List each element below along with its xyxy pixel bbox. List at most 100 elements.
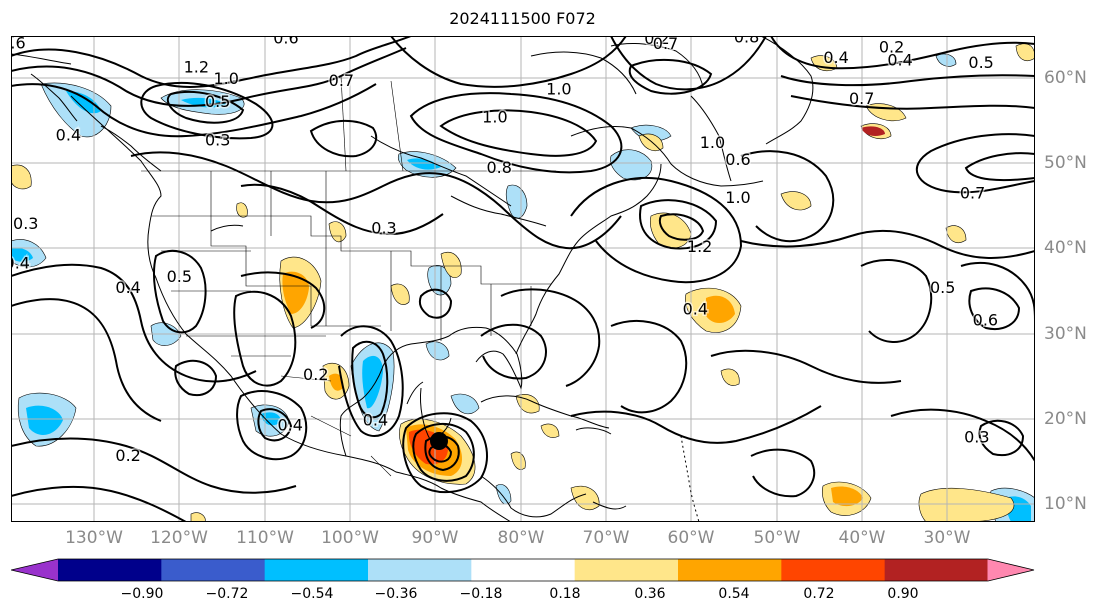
fill-yellow xyxy=(328,221,347,243)
fill-blue xyxy=(495,484,512,505)
colorbar-outline xyxy=(11,558,1035,582)
lon-label: 60°W xyxy=(667,528,715,548)
contour-label: 0.4 xyxy=(11,253,30,272)
fill-blue xyxy=(407,158,441,170)
fill-yellow xyxy=(918,487,1015,522)
contour-label: 0.4 xyxy=(683,300,708,319)
map-panel: 1.00.80.60.61.21.00.50.71.01.00.80.30.40… xyxy=(11,36,1035,522)
contour-label: 0.5 xyxy=(205,92,230,111)
map-frame xyxy=(11,36,1035,522)
contour-label: 0.6 xyxy=(11,36,26,52)
colorbar-tick: 0.36 xyxy=(634,586,666,602)
contour-label: 0.4 xyxy=(363,410,388,429)
colorbar-segment xyxy=(678,559,782,581)
colorbar-tick: 0.72 xyxy=(803,586,835,602)
anomaly-fill xyxy=(11,43,1035,522)
borders xyxy=(141,75,556,477)
fill-yellow xyxy=(236,202,248,218)
contour-label: 0.3 xyxy=(205,131,230,150)
contour-label: 1.2 xyxy=(184,57,209,76)
fill-yellow xyxy=(945,225,967,243)
fill-orange xyxy=(831,486,863,507)
coastlines xyxy=(11,36,814,522)
colorbar-segment xyxy=(884,559,989,581)
fill-blue xyxy=(610,149,653,181)
fill-blue xyxy=(935,53,957,67)
lat-label: 30°N xyxy=(1044,324,1087,344)
contour-label: 0.4 xyxy=(823,48,848,67)
contour-label: 0.2 xyxy=(115,446,140,465)
lat-label: 20°N xyxy=(1044,409,1087,429)
contour-label: 0.3 xyxy=(964,427,989,446)
fill-blue xyxy=(66,91,101,114)
contour-label: 1.2 xyxy=(687,237,712,256)
lon-label: 120°W xyxy=(150,528,208,548)
contour-lines xyxy=(11,36,1035,522)
lon-label: 130°W xyxy=(65,528,123,548)
colorbar-tick: −0.90 xyxy=(120,586,164,602)
fill-blue xyxy=(425,341,450,361)
colorbar-tick: −0.18 xyxy=(459,586,503,602)
contour-label: 1.0 xyxy=(213,69,238,88)
lon-label: 80°W xyxy=(497,528,545,548)
fill-yellow xyxy=(720,368,740,386)
fill-yellow xyxy=(11,164,32,190)
contour-label: 0.8 xyxy=(486,158,511,177)
contour-label: 0.6 xyxy=(273,36,298,47)
fill-yellow xyxy=(440,252,462,278)
contour-label: 0.6 xyxy=(725,150,750,169)
fill-yellow xyxy=(780,191,812,211)
fill-yellow xyxy=(190,512,206,522)
lat-label: 10°N xyxy=(1044,494,1087,514)
contour-label: 0.7 xyxy=(329,71,354,90)
lon-label: 40°W xyxy=(838,528,886,548)
contour-label: 1.0 xyxy=(546,79,571,98)
fill-blue xyxy=(427,264,452,296)
colorbar-tick: −0.54 xyxy=(290,586,334,602)
storm-center-marker xyxy=(430,432,448,450)
fill-yellow xyxy=(540,423,560,438)
fill-blue xyxy=(362,355,383,409)
lon-label: 90°W xyxy=(411,528,459,548)
contour-label: 0.6 xyxy=(973,311,998,330)
lat-label: 40°N xyxy=(1044,238,1087,258)
contour-label: 0.2 xyxy=(879,38,904,57)
contour-label: 0.5 xyxy=(968,53,993,72)
lon-label: 30°W xyxy=(923,528,971,548)
graticule xyxy=(11,36,1035,522)
fill-orange xyxy=(705,295,735,323)
colorbar-segment xyxy=(161,559,266,581)
map-title: 2024111500 F072 xyxy=(449,9,596,28)
colorbar-segment xyxy=(58,559,162,581)
colorbar xyxy=(11,558,1035,582)
contour-label: 0.3 xyxy=(13,214,38,233)
fill-yellow xyxy=(515,394,540,414)
contour-label: 0.5 xyxy=(930,278,955,297)
fill-blue xyxy=(11,247,33,262)
contour-label: 1.0 xyxy=(11,36,17,41)
contour-label: 0.2 xyxy=(303,365,328,384)
contour-label: 0.2 xyxy=(644,36,669,48)
colorbar-tick: 0.90 xyxy=(887,586,919,602)
fill-yellow xyxy=(510,451,526,470)
colorbar-tick: 0.54 xyxy=(718,586,750,602)
lon-label: 70°W xyxy=(582,528,630,548)
fill-red xyxy=(861,126,885,136)
fill-blue xyxy=(450,393,480,415)
contour-label: 0.4 xyxy=(56,126,81,145)
fill-orange xyxy=(329,373,344,391)
contour-label: 0.4 xyxy=(887,50,912,69)
fill-yellow xyxy=(1015,43,1035,61)
lat-label: 60°N xyxy=(1044,68,1087,88)
colorbar-tick: −0.36 xyxy=(374,586,418,602)
lon-label: 100°W xyxy=(321,528,379,548)
colorbar-segment xyxy=(574,559,679,581)
colorbar-segment xyxy=(264,559,369,581)
contour-label: 0.8 xyxy=(734,36,759,46)
colorbar-extend-high xyxy=(987,559,1034,581)
fill-blue xyxy=(181,97,226,108)
fill-blue xyxy=(26,405,63,435)
fill-yellow xyxy=(390,283,410,305)
contour-label: 0.7 xyxy=(653,36,678,53)
contour-label: 0.5 xyxy=(167,267,192,286)
